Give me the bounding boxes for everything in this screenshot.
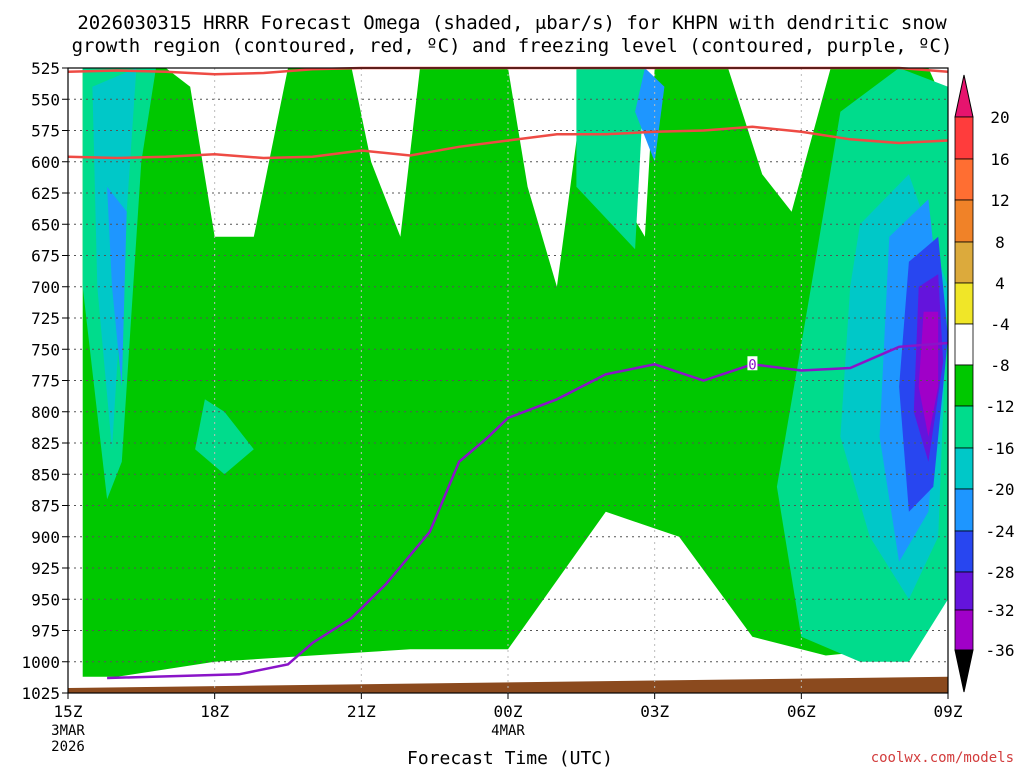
colorbar-label: 16	[990, 150, 1009, 169]
y-tick-label: 525	[31, 59, 60, 78]
colorbar-label: 4	[995, 274, 1005, 293]
freezing-label-bg	[747, 356, 758, 371]
y-tick-label: 850	[31, 465, 60, 484]
y-tick-label: 1025	[21, 684, 60, 703]
colorbar-label: -28	[986, 563, 1015, 582]
dgz-lower-contour	[67, 125, 949, 160]
colorbar-label: 8	[995, 233, 1005, 252]
x-tick-label: 00Z	[494, 702, 523, 721]
y-tick-label: 825	[31, 434, 60, 453]
colorbar-segment	[954, 199, 974, 243]
y-tick-label: 925	[31, 559, 60, 578]
x-tick-label: 06Z	[787, 702, 816, 721]
colorbar-segment	[954, 571, 974, 611]
y-tick-label: 950	[31, 590, 60, 609]
y-tick-label: 725	[31, 309, 60, 328]
colorbar-segment	[954, 609, 974, 651]
credit-text: coolwx.com/models	[871, 750, 1014, 766]
chart-title-line-1: 2026030315 HRRR Forecast Omega (shaded, …	[77, 12, 947, 34]
freezing-level-contour	[107, 341, 949, 680]
y-tick-label: 900	[31, 528, 60, 547]
y-tick-label: 550	[31, 90, 60, 109]
y-tick-label: 625	[31, 184, 60, 203]
chart-title-line-2: growth region (contoured, red, ºC) and f…	[72, 35, 953, 57]
x-axis-label: Forecast Time (UTC)	[407, 748, 613, 768]
y-tick-label: 975	[31, 622, 60, 641]
y-tick-label: 700	[31, 278, 60, 297]
colorbar-top-arrow	[954, 74, 974, 118]
x-tick-date: 3MAR	[51, 723, 85, 739]
colorbar-label: -20	[986, 480, 1015, 499]
colorbar-label: -36	[986, 641, 1015, 660]
colorbar-label: -32	[986, 601, 1015, 620]
colorbar-segment	[954, 488, 974, 532]
omega-region-3	[576, 68, 645, 250]
colorbar-segment	[954, 323, 974, 366]
x-tick-label: 21Z	[347, 702, 376, 721]
colorbar-segment	[954, 364, 974, 407]
y-tick-label: 600	[31, 153, 60, 172]
colorbar-segment	[954, 405, 974, 449]
omega-region-0	[82, 68, 948, 677]
colorbar-segment	[954, 241, 974, 284]
colorbar-segment	[954, 447, 974, 490]
colorbar-label: -8	[990, 356, 1009, 375]
colorbar-label: -16	[986, 439, 1015, 458]
y-tick-label: 750	[31, 340, 60, 359]
colorbar-label: 20	[990, 108, 1009, 127]
omega-region-2	[195, 399, 254, 475]
x-tick-label: 15Z	[54, 702, 83, 721]
y-tick-label: 675	[31, 247, 60, 266]
ground-terrain	[68, 676, 948, 693]
axes: 525 550 575 600 625 650 675 700 725 750 775 800 825 8…	[21, 59, 962, 755]
omega-region-8	[635, 68, 665, 162]
colorbar-label: -4	[990, 315, 1009, 334]
y-tick-label: 875	[31, 497, 60, 516]
x-tick-label: 18Z	[200, 702, 229, 721]
x-tick-label: 03Z	[640, 702, 669, 721]
x-tick-date: 4MAR	[491, 723, 525, 739]
y-tick-label: 650	[31, 215, 60, 234]
freezing-level-label: 0	[748, 357, 756, 373]
y-tick-label: 1000	[21, 653, 60, 672]
colorbar-segment	[954, 282, 974, 325]
y-tick-label: 800	[31, 403, 60, 422]
y-tick-label: 775	[31, 372, 60, 391]
x-tick-label: 09Z	[934, 702, 963, 721]
y-tick-label: 575	[31, 122, 60, 141]
colorbar-segment	[954, 158, 974, 201]
colorbar-label: -12	[986, 397, 1015, 416]
colorbar-label: 12	[990, 191, 1009, 210]
colorbar-label: -24	[986, 522, 1015, 541]
colorbar-segment	[954, 116, 974, 160]
colorbar-segment	[954, 530, 974, 573]
colorbar: 20 16 12 8 4 -4 -8 -12 -16 -20 -24 -28 -32 -36	[954, 74, 1015, 693]
grid-lines	[67, 67, 949, 694]
plot-area	[68, 68, 948, 693]
x-tick-year: 2026	[51, 739, 85, 755]
colorbar-bottom-arrow	[954, 649, 974, 693]
